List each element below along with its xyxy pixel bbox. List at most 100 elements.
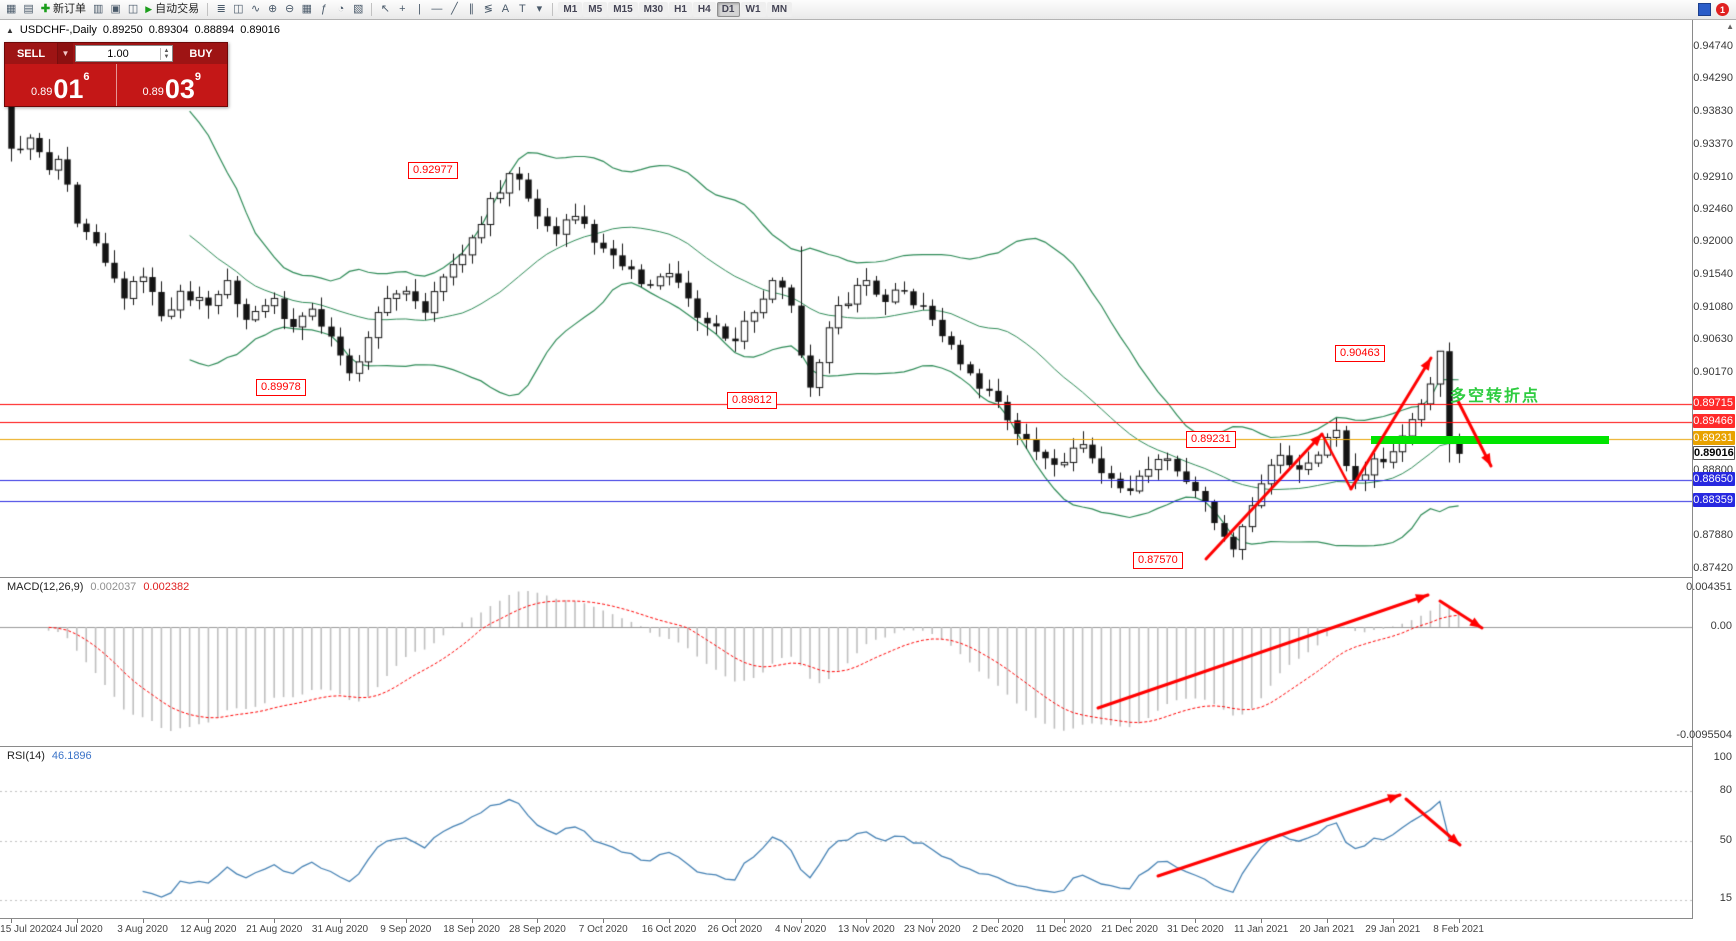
fibonacci-tool-button[interactable]: ≶ — [480, 2, 496, 18]
order-type-dropdown[interactable]: ▼ — [57, 43, 73, 64]
chart-scroll-arrow-icon[interactable]: ▲ — [1726, 22, 1734, 31]
time-axis-tick — [1195, 919, 1197, 923]
timeframe-mn-button[interactable]: MN — [766, 2, 793, 17]
zoom-out-button[interactable]: ⊖ — [282, 2, 298, 18]
autotrade-label: 自动交易 — [155, 3, 200, 15]
templates-button[interactable]: ▧ — [350, 2, 366, 18]
timeframe-m15-button[interactable]: M15 — [608, 2, 638, 17]
new-order-button[interactable]: ✚ 新订单 — [38, 2, 89, 18]
timeframe-m5-button[interactable]: M5 — [583, 2, 608, 17]
price-label-annotation[interactable]: 0.90463 — [1335, 345, 1385, 362]
profiles-button[interactable]: ▤ — [20, 2, 36, 18]
time-axis-tick — [471, 919, 473, 923]
volume-input[interactable] — [76, 46, 160, 61]
macd-value-1: 0.002037 — [90, 581, 137, 593]
time-axis-label: 20 Jan 2021 — [1299, 924, 1355, 935]
sell-button[interactable]: SELL — [16, 47, 46, 60]
time-axis-tick — [405, 919, 407, 923]
price-label-annotation[interactable]: 0.89231 — [1186, 431, 1236, 448]
bar-chart-button[interactable]: ≣ — [213, 2, 229, 18]
time-axis-label: 9 Sep 2020 — [380, 924, 432, 935]
ohlc-open: 0.89250 — [102, 24, 143, 36]
vertical-line-tool-icon: | — [417, 3, 421, 15]
price-label-annotation[interactable]: 0.89812 — [727, 392, 777, 409]
indicator-axis-label: 0.00 — [1710, 620, 1732, 632]
price-tag-0.89016: 0.89016 — [1693, 446, 1735, 461]
time-axis-label: 2 Dec 2020 — [972, 924, 1024, 935]
macd-indicator-label: MACD(12,26,9) 0.002037 0.002382 — [7, 581, 189, 593]
text-tool-button[interactable]: A — [497, 2, 513, 18]
timeframe-h4-button[interactable]: H4 — [692, 2, 716, 17]
macd-value-2: 0.002382 — [143, 581, 190, 593]
community-icon[interactable] — [1698, 3, 1711, 16]
timeframe-h1-button[interactable]: H1 — [669, 2, 692, 17]
sell-price[interactable]: 0.89 01 6 — [5, 64, 116, 106]
time-axis-label: 29 Jan 2021 — [1365, 924, 1421, 935]
channel-tool-button[interactable]: ∥ — [463, 2, 479, 18]
macd-canvas[interactable] — [0, 578, 1692, 746]
collapse-arrow-icon[interactable]: ▲ — [6, 25, 14, 35]
price-axis-tick: 0.92460 — [1693, 202, 1733, 215]
price-axis-tick: 0.93370 — [1693, 137, 1733, 150]
bar-chart-icon: ≣ — [216, 3, 226, 15]
zoom-in-button[interactable]: ⊕ — [265, 2, 281, 18]
panel-separator[interactable] — [0, 746, 1736, 747]
label-tool-button[interactable]: T — [514, 2, 530, 18]
timeframe-d1-button[interactable]: D1 — [716, 2, 740, 17]
price-axis-tick: 0.91080 — [1693, 301, 1733, 313]
profiles-icon: ▤ — [23, 3, 34, 15]
time-axis-tick — [734, 919, 736, 923]
text-tool-icon: A — [501, 3, 510, 15]
price-axis-tick: 0.94740 — [1693, 40, 1733, 52]
volume-stepper[interactable]: ▲ ▼ — [160, 47, 172, 60]
autotrade-button[interactable]: ▶ 自动交易 — [142, 2, 202, 18]
fibonacci-tool-icon: ≶ — [483, 3, 493, 15]
price-label-annotation[interactable]: 0.92977 — [408, 162, 458, 179]
tile-windows-button[interactable]: ▦ — [299, 2, 315, 18]
toolbar-separator — [552, 3, 554, 16]
periods-button[interactable]: ◔ — [333, 2, 349, 18]
trade-panel-prices: 0.89 01 6 0.89 03 9 — [5, 64, 227, 106]
data-window-button[interactable]: ▣ — [107, 2, 123, 18]
candlestick-chart-button[interactable]: ◫ — [230, 2, 246, 18]
time-axis-label: 7 Oct 2020 — [578, 924, 628, 935]
market-watch-button[interactable]: ▥ — [90, 2, 106, 18]
navigator-button[interactable]: ◫ — [125, 2, 141, 18]
line-chart-button[interactable]: ∿ — [248, 2, 264, 18]
price-axis-tick: 0.94290 — [1693, 72, 1733, 85]
vertical-line-tool-button[interactable]: | — [411, 2, 427, 18]
price-tag-0.88650: 0.88650 — [1693, 472, 1735, 487]
periods-icon: ◔ — [337, 3, 345, 15]
support-zone-line[interactable] — [1371, 436, 1609, 444]
indicators-button[interactable]: ƒ — [316, 2, 332, 18]
buy-button[interactable]: BUY — [189, 47, 213, 60]
rsi-value: 46.1896 — [51, 750, 92, 762]
timeframe-m1-button[interactable]: M1 — [558, 2, 583, 17]
crosshair-tool-button[interactable]: + — [394, 2, 410, 18]
panel-separator[interactable] — [0, 577, 1736, 578]
market-watch-icon: ▥ — [93, 3, 104, 15]
time-axis-tick — [669, 919, 670, 923]
timeframe-m30-button[interactable]: M30 — [638, 2, 669, 17]
price-chart-canvas[interactable] — [0, 20, 1692, 577]
crosshair-tool-icon: + — [399, 3, 406, 15]
timeframe-w1-button[interactable]: W1 — [740, 2, 766, 17]
horizontal-line-tool-button[interactable]: — — [428, 2, 445, 18]
stepper-down-icon[interactable]: ▼ — [163, 53, 170, 60]
indicator-axis-label: 0.004351 — [1686, 581, 1732, 593]
buy-price[interactable]: 0.89 03 9 — [115, 64, 228, 106]
shapes-dropdown-button[interactable]: ▾ — [531, 2, 547, 18]
time-axis[interactable]: 15 Jul 2020 24 Jul 2020 3 Aug 2020 12 Aug 2… — [0, 919, 1692, 941]
turning-point-note[interactable]: 多空转折点 — [1450, 388, 1541, 405]
rsi-canvas[interactable] — [0, 747, 1692, 918]
service-icon-group: ▥ ▣ ◫ — [90, 2, 141, 18]
price-label-annotation[interactable]: 0.87570 — [1133, 552, 1183, 569]
new-chart-icon: ▦ — [6, 3, 17, 15]
time-axis-label: 8 Feb 2021 — [1433, 924, 1484, 935]
new-chart-button[interactable]: ▦ — [3, 2, 19, 18]
notification-badge[interactable]: 1 — [1716, 3, 1729, 16]
cursor-tool-button[interactable]: ↖ — [377, 2, 393, 18]
trendline-tool-button[interactable]: ╱ — [446, 2, 462, 18]
price-label-annotation[interactable]: 0.89978 — [256, 379, 306, 396]
